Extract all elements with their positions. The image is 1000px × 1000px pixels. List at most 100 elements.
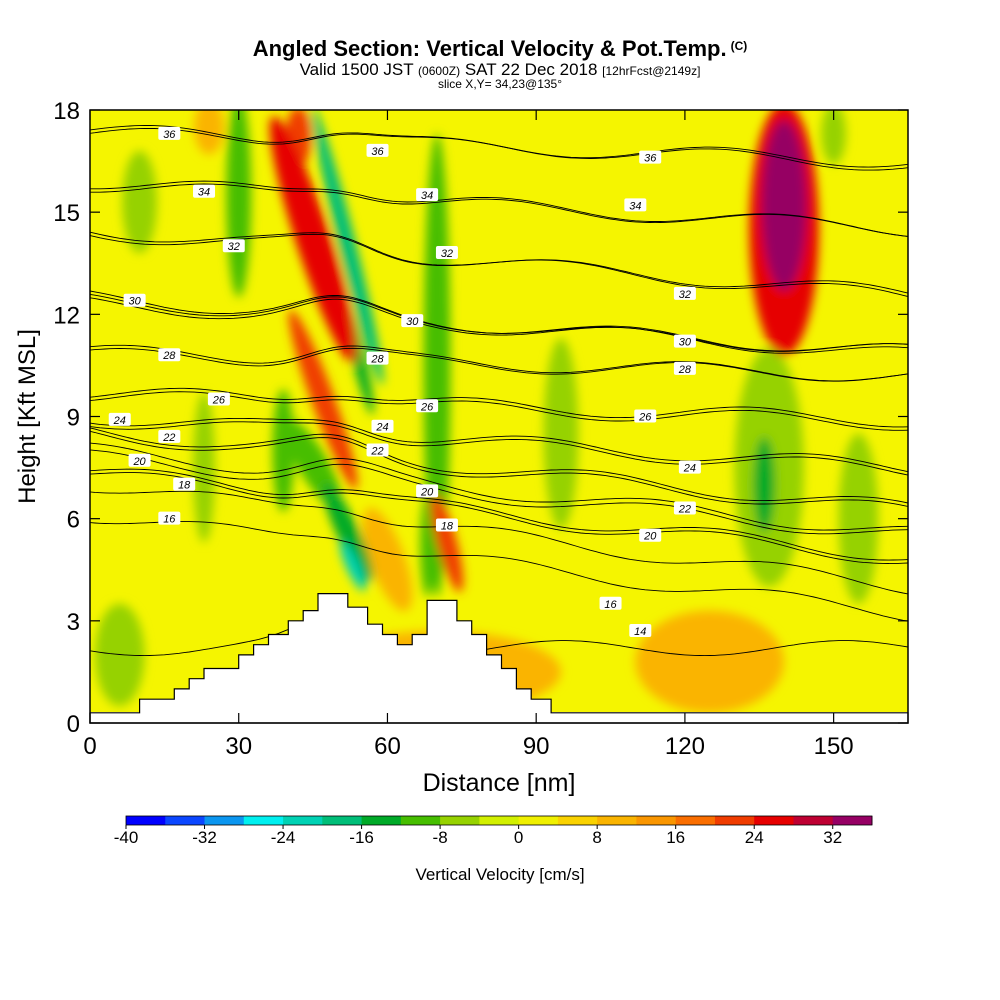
colorbar-swatch [204, 816, 245, 825]
theta-label-bg [673, 334, 696, 348]
theta-label-bg [673, 501, 696, 515]
theta-contour-label: 30 [123, 293, 146, 308]
colorbar-tick-label: 32 [823, 828, 842, 847]
theta-contour-label: 30 [673, 334, 696, 349]
colorbar-swatch [126, 816, 166, 825]
colorbar-swatch [322, 816, 363, 825]
velocity-cell [322, 482, 373, 582]
velocity-cell [753, 436, 776, 533]
velocity-cell [312, 110, 384, 386]
colorbar-swatch [283, 816, 323, 825]
y-tick-label: 18 [53, 98, 80, 125]
theta-label-bg [634, 409, 657, 423]
theta-label-bg [416, 484, 439, 498]
theta-label-text: 26 [212, 394, 226, 406]
theta-contour-label: 28 [673, 361, 696, 376]
velocity-cell [838, 433, 879, 604]
theta-contour-label: 28 [158, 348, 181, 362]
x-tick-label: 150 [814, 733, 854, 760]
theta-label-text: 30 [406, 316, 419, 328]
theta-label-text: 32 [441, 248, 453, 260]
colorbar-tick-label: -8 [433, 828, 448, 847]
theta-label-text: 20 [420, 486, 434, 498]
x-tick-label: 120 [665, 733, 705, 760]
theta-label-bg [673, 286, 696, 300]
colorbar-tick-label: 16 [666, 828, 685, 847]
colorbar-tick-label: 0 [514, 828, 523, 847]
theta-label-text: 28 [162, 350, 176, 362]
theta-label-text: 28 [678, 364, 692, 376]
theta-contour-label: 32 [673, 286, 696, 301]
theta-contour-label: 26 [634, 409, 657, 424]
theta-label-text: 18 [441, 520, 454, 532]
colorbar-swatch [518, 816, 559, 825]
theta-contour-line [90, 293, 908, 352]
velocity-cell [635, 610, 785, 712]
y-tick-label: 15 [53, 200, 80, 227]
valid-date: SAT 22 Dec 2018 [464, 60, 598, 79]
contour-labels: 14 16 16 18 18 20 20 20 22 22 22 24 24 24 26 26 26 28 28 28… [108, 126, 701, 638]
velocity-cell [821, 110, 847, 165]
y-tick-label: 0 [67, 711, 80, 738]
colorbar-tick-label: -40 [114, 828, 139, 847]
colorbar-swatch [243, 816, 284, 825]
colorbar-tick-label: 24 [745, 828, 764, 847]
colorbar-swatch [440, 816, 480, 825]
theta-label-text: 24 [113, 415, 126, 427]
colorbar-swatch [675, 816, 716, 825]
theta-contour-label: 24 [678, 460, 701, 475]
theta-label-text: 24 [375, 422, 388, 434]
theta-label-text: 36 [163, 129, 176, 141]
x-tick-label: 30 [225, 733, 252, 760]
y-tick-label: 3 [67, 609, 80, 636]
velocity-cell [420, 494, 435, 597]
chart-title-text: Angled Section: Vertical Velocity & Pot.… [252, 36, 727, 61]
theta-contour-line [90, 442, 908, 531]
theta-label-text: 30 [128, 296, 141, 308]
theta-label-bg [128, 453, 151, 467]
theta-label-bg [673, 361, 696, 375]
x-tick-label: 0 [83, 733, 96, 760]
theta-contour-line [90, 472, 908, 564]
theta-contour-label: 36 [158, 126, 181, 141]
theta-label-text: 22 [162, 432, 175, 444]
valid-zulu: (0600Z) [418, 64, 461, 78]
theta-label-bg [108, 412, 131, 426]
theta-label-text: 36 [644, 153, 657, 165]
theta-contour-label: 34 [193, 184, 216, 199]
x-tick-label: 90 [523, 733, 550, 760]
theta-label-bg [599, 596, 622, 610]
colorbar-swatch [479, 816, 520, 825]
theta-contour-line [90, 430, 908, 507]
theta-label-text: 32 [679, 289, 691, 301]
velocity-cell [430, 493, 464, 592]
theta-contour-label: 26 [207, 392, 230, 406]
theta-contour-line [90, 127, 908, 168]
theta-label-bg [416, 399, 439, 413]
theta-label-bg [624, 198, 647, 212]
theta-label-bg [416, 188, 439, 202]
theta-label-text: 28 [370, 354, 384, 366]
theta-contour-line [90, 449, 908, 535]
theta-contour-label: 20 [639, 528, 662, 543]
chart-valid-time: Valid 1500 JST (0600Z) SAT 22 Dec 2018 [… [0, 60, 1000, 80]
theta-contour-label: 22 [366, 443, 389, 458]
theta-contour-line [90, 387, 908, 428]
theta-contour-line [90, 427, 908, 504]
x-axis-label: Distance [nm] [423, 769, 576, 797]
theta-label-text: 30 [679, 337, 692, 349]
theta-label-bg [123, 293, 146, 307]
theta-contour-label: 34 [624, 198, 647, 212]
theta-contour-line [90, 297, 908, 352]
colorbar-swatch [597, 816, 637, 825]
terrain [89, 593, 909, 724]
theta-contour-label: 28 [366, 351, 389, 366]
theta-label-text: 20 [643, 531, 657, 543]
colorbar-swatch [361, 816, 402, 825]
theta-contour-label: 30 [401, 314, 424, 328]
theta-contour-label: 14 [629, 624, 652, 638]
theta-label-bg [158, 511, 181, 525]
theta-contour-label: 36 [639, 150, 662, 165]
velocity-cell [269, 116, 357, 363]
